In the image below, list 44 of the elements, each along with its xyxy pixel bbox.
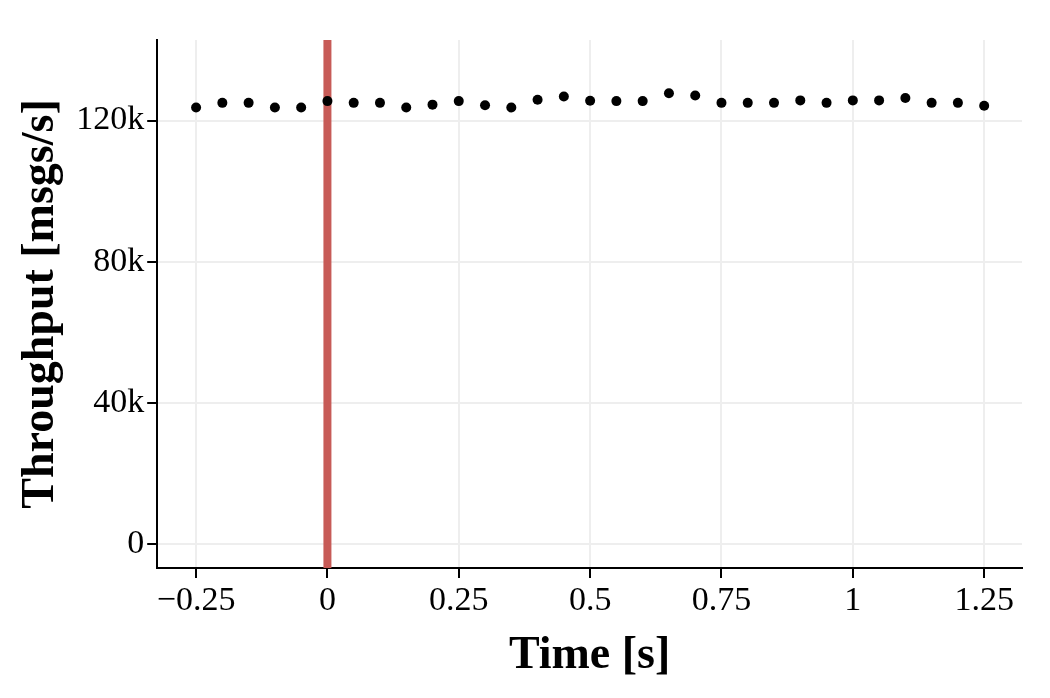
x-tick-label: 0.5 (568, 580, 612, 618)
point (663, 88, 674, 99)
point (348, 97, 359, 108)
point (611, 96, 622, 107)
point (952, 97, 963, 108)
point (900, 92, 911, 103)
point (926, 97, 937, 108)
point (558, 91, 569, 102)
point (874, 95, 885, 106)
x-tick-label: 1.25 (954, 580, 1014, 618)
x-tick-label: 1 (844, 580, 862, 618)
point (480, 100, 491, 111)
point (847, 95, 858, 106)
point (191, 102, 202, 113)
point (296, 102, 307, 113)
point (769, 97, 780, 108)
point (374, 97, 385, 108)
point (401, 102, 412, 113)
x-axis-title: Time [s] (508, 627, 671, 679)
y-tick-label: 0 (127, 523, 145, 561)
point (506, 102, 517, 113)
x-tick-label: 0.75 (691, 580, 752, 618)
x-tick-label: −0.25 (156, 580, 236, 618)
point (243, 97, 254, 108)
point (795, 95, 806, 106)
point (453, 96, 464, 107)
point (690, 90, 701, 101)
y-tick-label: 120k (76, 99, 145, 137)
y-tick-label: 40k (93, 381, 145, 419)
point (269, 102, 280, 113)
point (585, 95, 596, 106)
point (979, 100, 990, 111)
x-tick-label: 0.25 (429, 580, 489, 618)
y-axis-title: Throughput [msgs/s] (12, 99, 64, 509)
point (322, 96, 333, 107)
point (637, 96, 648, 107)
point (427, 99, 438, 110)
point (742, 97, 753, 108)
x-tick-label: 0 (318, 580, 336, 618)
point (716, 97, 727, 108)
point (532, 94, 543, 105)
point (217, 97, 228, 108)
point (821, 97, 832, 108)
y-tick-label: 80k (93, 240, 145, 278)
